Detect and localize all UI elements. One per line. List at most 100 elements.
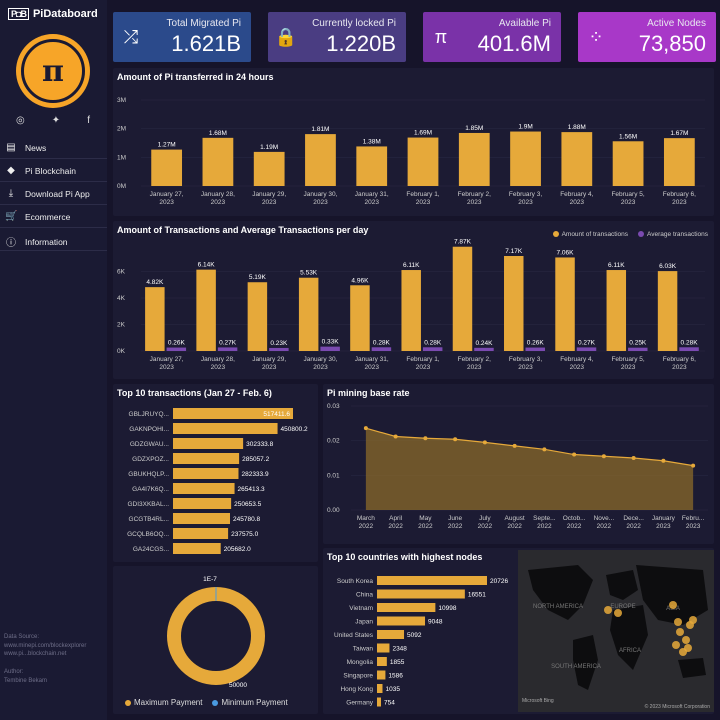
mining-rate-point[interactable] <box>453 437 458 442</box>
top-tx-bar[interactable] <box>173 453 240 464</box>
tx-avg-bar[interactable] <box>217 347 238 351</box>
mining-rate-point[interactable] <box>542 447 547 452</box>
node-bubble[interactable] <box>676 628 684 636</box>
country-bar[interactable] <box>377 643 390 653</box>
transfer-bar[interactable] <box>458 132 490 186</box>
transfer-bar[interactable] <box>356 146 388 186</box>
tx-amount-bar[interactable] <box>452 246 473 351</box>
mining-rate-point[interactable] <box>601 454 606 459</box>
tx-avg-bar[interactable] <box>525 347 545 351</box>
nav-item-pi-blockchain[interactable]: ◆ Pi Blockchain <box>5 165 105 176</box>
transfer-bar[interactable] <box>510 131 541 186</box>
transfer-bar[interactable] <box>407 137 439 186</box>
country-bar[interactable] <box>377 697 382 707</box>
cube-icon: ◆ <box>7 165 15 176</box>
tx-amount-bar[interactable] <box>504 255 524 351</box>
transfer-bar[interactable] <box>663 138 695 186</box>
map-brand: Microsoft Bing <box>522 698 554 704</box>
tx-amount-bar[interactable] <box>247 282 268 351</box>
mining-rate-point[interactable] <box>661 458 666 463</box>
mining-rate-point[interactable] <box>631 456 636 460</box>
node-bubble[interactable] <box>682 636 690 644</box>
top-tx-bar[interactable] <box>173 423 278 434</box>
twitter-icon[interactable]: ✦ <box>51 115 61 126</box>
instagram-icon[interactable]: ◎ <box>16 115 25 126</box>
nav-item-ecommerce[interactable]: 🛒 Ecommerce <box>5 211 105 222</box>
country-bar[interactable] <box>377 657 387 666</box>
donut-max-segment[interactable] <box>167 587 265 685</box>
country-bar[interactable] <box>377 670 386 680</box>
mining-rate-point[interactable] <box>572 452 577 457</box>
transfer-bar[interactable] <box>612 141 644 186</box>
nav-item-information[interactable]: ⓘ Information <box>5 234 105 250</box>
tx-amount-bar[interactable] <box>196 269 216 351</box>
top-tx-bar[interactable] <box>173 543 221 554</box>
tx-avg-bar[interactable] <box>166 347 187 351</box>
country-bar[interactable] <box>377 630 405 639</box>
node-bubble[interactable] <box>614 609 622 617</box>
mining-rate-point[interactable] <box>363 426 368 431</box>
transfer-bar[interactable] <box>202 137 234 186</box>
transfer-bar[interactable] <box>561 132 593 186</box>
tx-amount-bar[interactable] <box>606 270 627 351</box>
node-bubble[interactable] <box>672 641 680 649</box>
tx-amount-bar[interactable] <box>657 271 678 351</box>
world-map[interactable]: NORTH AMERICAEUROPEASIAAFRICASOUTH AMERI… <box>518 550 714 712</box>
country-bar[interactable] <box>377 616 426 626</box>
nav-divider <box>0 250 107 251</box>
data-source-1[interactable]: www.minepi.com/blockexplorer <box>4 643 87 649</box>
transfer-bar[interactable] <box>151 149 183 186</box>
tx-amount-bar[interactable] <box>350 285 370 351</box>
mining-rate-point[interactable] <box>482 440 487 445</box>
world-map-canvas[interactable]: NORTH AMERICAEUROPEASIAAFRICASOUTH AMERI… <box>518 550 714 712</box>
tx-amount-bar[interactable] <box>298 277 319 351</box>
y-tick-label: 6K <box>117 269 126 276</box>
mining-rate-point[interactable] <box>423 436 428 441</box>
tx-avg-bar[interactable] <box>371 347 392 351</box>
tx-amount-bar[interactable] <box>401 270 421 351</box>
country-bar[interactable] <box>377 684 383 693</box>
data-source-2[interactable]: www.pi...blockchain.net <box>4 651 67 657</box>
node-bubble[interactable] <box>679 648 687 656</box>
tx-avg-bar[interactable] <box>320 346 340 351</box>
tx-amount-bar[interactable] <box>145 287 165 351</box>
top-tx-bar[interactable] <box>173 498 232 509</box>
tx-chart-title: Amount of Transactions and Average Trans… <box>117 225 369 235</box>
transfer-bar[interactable] <box>305 134 336 186</box>
top-tx-bar[interactable] <box>173 438 244 449</box>
country-bar[interactable] <box>377 589 465 599</box>
top-tx-bar[interactable] <box>173 408 293 419</box>
tx-address-label: GA4I7K6Q... <box>132 486 169 493</box>
tx-avg-bar[interactable] <box>628 347 648 351</box>
tx-avg-bar[interactable] <box>474 347 494 351</box>
x-tick-year: 2023 <box>159 199 174 206</box>
node-bubble[interactable] <box>604 606 612 614</box>
top-tx-bar[interactable] <box>173 483 235 494</box>
node-bubble[interactable] <box>689 616 697 624</box>
mining-rate-point[interactable] <box>512 443 517 448</box>
tx-amount-bar[interactable] <box>555 257 575 351</box>
tx-avg-bar[interactable] <box>269 347 289 351</box>
facebook-icon[interactable]: f <box>87 115 90 126</box>
tx-avg-label: 0.26K <box>168 340 186 347</box>
tx-avg-bar[interactable] <box>679 347 699 351</box>
top-tx-bar[interactable] <box>173 513 231 524</box>
tx-avg-bar[interactable] <box>576 347 597 351</box>
mining-rate-point[interactable] <box>691 463 696 468</box>
tx-avg-bar[interactable] <box>422 347 443 351</box>
nav-item-download-pi-app[interactable]: ⤓ Download Pi App <box>5 188 105 199</box>
country-bar[interactable] <box>377 603 436 612</box>
nav-item-news[interactable]: ▤ News <box>5 142 105 153</box>
mining-rate-point[interactable] <box>393 434 398 439</box>
map-region-label: NORTH AMERICA <box>533 604 583 610</box>
transfer-bar[interactable] <box>253 151 285 186</box>
node-bubble[interactable] <box>674 618 682 626</box>
x-tick-label: April <box>389 515 403 522</box>
top-tx-bar[interactable] <box>173 468 239 479</box>
top-tx-bar[interactable] <box>173 528 229 539</box>
x-tick-year: 2022 <box>626 523 641 530</box>
node-bubble[interactable] <box>669 601 677 609</box>
x-tick-year: 2023 <box>211 364 226 371</box>
pi-icon: π <box>434 26 448 47</box>
country-bar[interactable] <box>377 576 487 585</box>
